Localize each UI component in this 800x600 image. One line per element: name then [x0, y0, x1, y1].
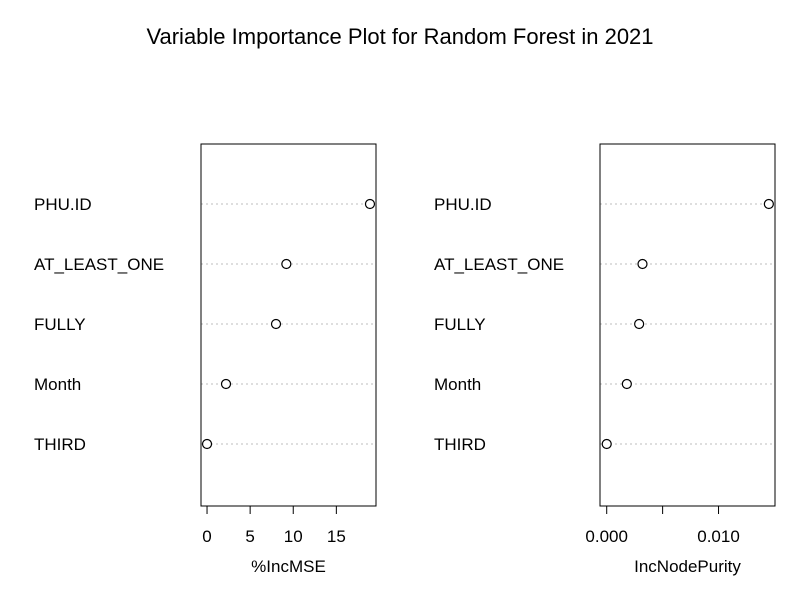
variable-label: AT_LEAST_ONE	[34, 255, 164, 274]
data-point	[634, 318, 645, 330]
data-point	[270, 318, 282, 330]
variable-label: THIRD	[34, 435, 86, 454]
tick-label: 0.010	[697, 527, 740, 546]
tick-label: 10	[284, 527, 303, 546]
data-point	[601, 438, 612, 450]
data-point	[637, 258, 648, 270]
data-point	[281, 258, 292, 270]
panel-2: PHU.ID AT_LEAST_ONE FULLY Month THIRD 0.000 0.…	[434, 143, 776, 576]
variable-label: Month	[434, 375, 481, 394]
variable-label: FULLY	[34, 315, 86, 334]
data-point	[763, 198, 774, 210]
plot-frame	[200, 143, 377, 507]
data-point	[201, 438, 213, 450]
x-axis-title: %IncMSE	[251, 557, 326, 576]
tick-label: 5	[245, 527, 254, 546]
panel-1: PHU.ID AT_LEAST_ONE FULLY Month THIRD 0 5 10 15%…	[34, 143, 377, 576]
plot-frame	[599, 143, 776, 507]
x-axis-title: IncNodePurity	[634, 557, 741, 576]
variable-label: PHU.ID	[34, 195, 92, 214]
variable-label: THIRD	[434, 435, 486, 454]
tick-label: 0	[202, 527, 211, 546]
data-point	[364, 198, 376, 210]
variable-label: AT_LEAST_ONE	[434, 255, 564, 274]
panels-group: PHU.ID AT_LEAST_ONE FULLY Month THIRD 0 5 10 15%…	[34, 143, 776, 576]
tick-label: 15	[327, 527, 346, 546]
chart-title: Variable Importance Plot for Random Fore…	[146, 24, 653, 49]
data-point	[220, 378, 232, 390]
variable-label: FULLY	[434, 315, 486, 334]
variable-label: Month	[34, 375, 81, 394]
tick-label: 0.000	[585, 527, 628, 546]
data-point	[621, 378, 632, 390]
variable-label: PHU.ID	[434, 195, 492, 214]
